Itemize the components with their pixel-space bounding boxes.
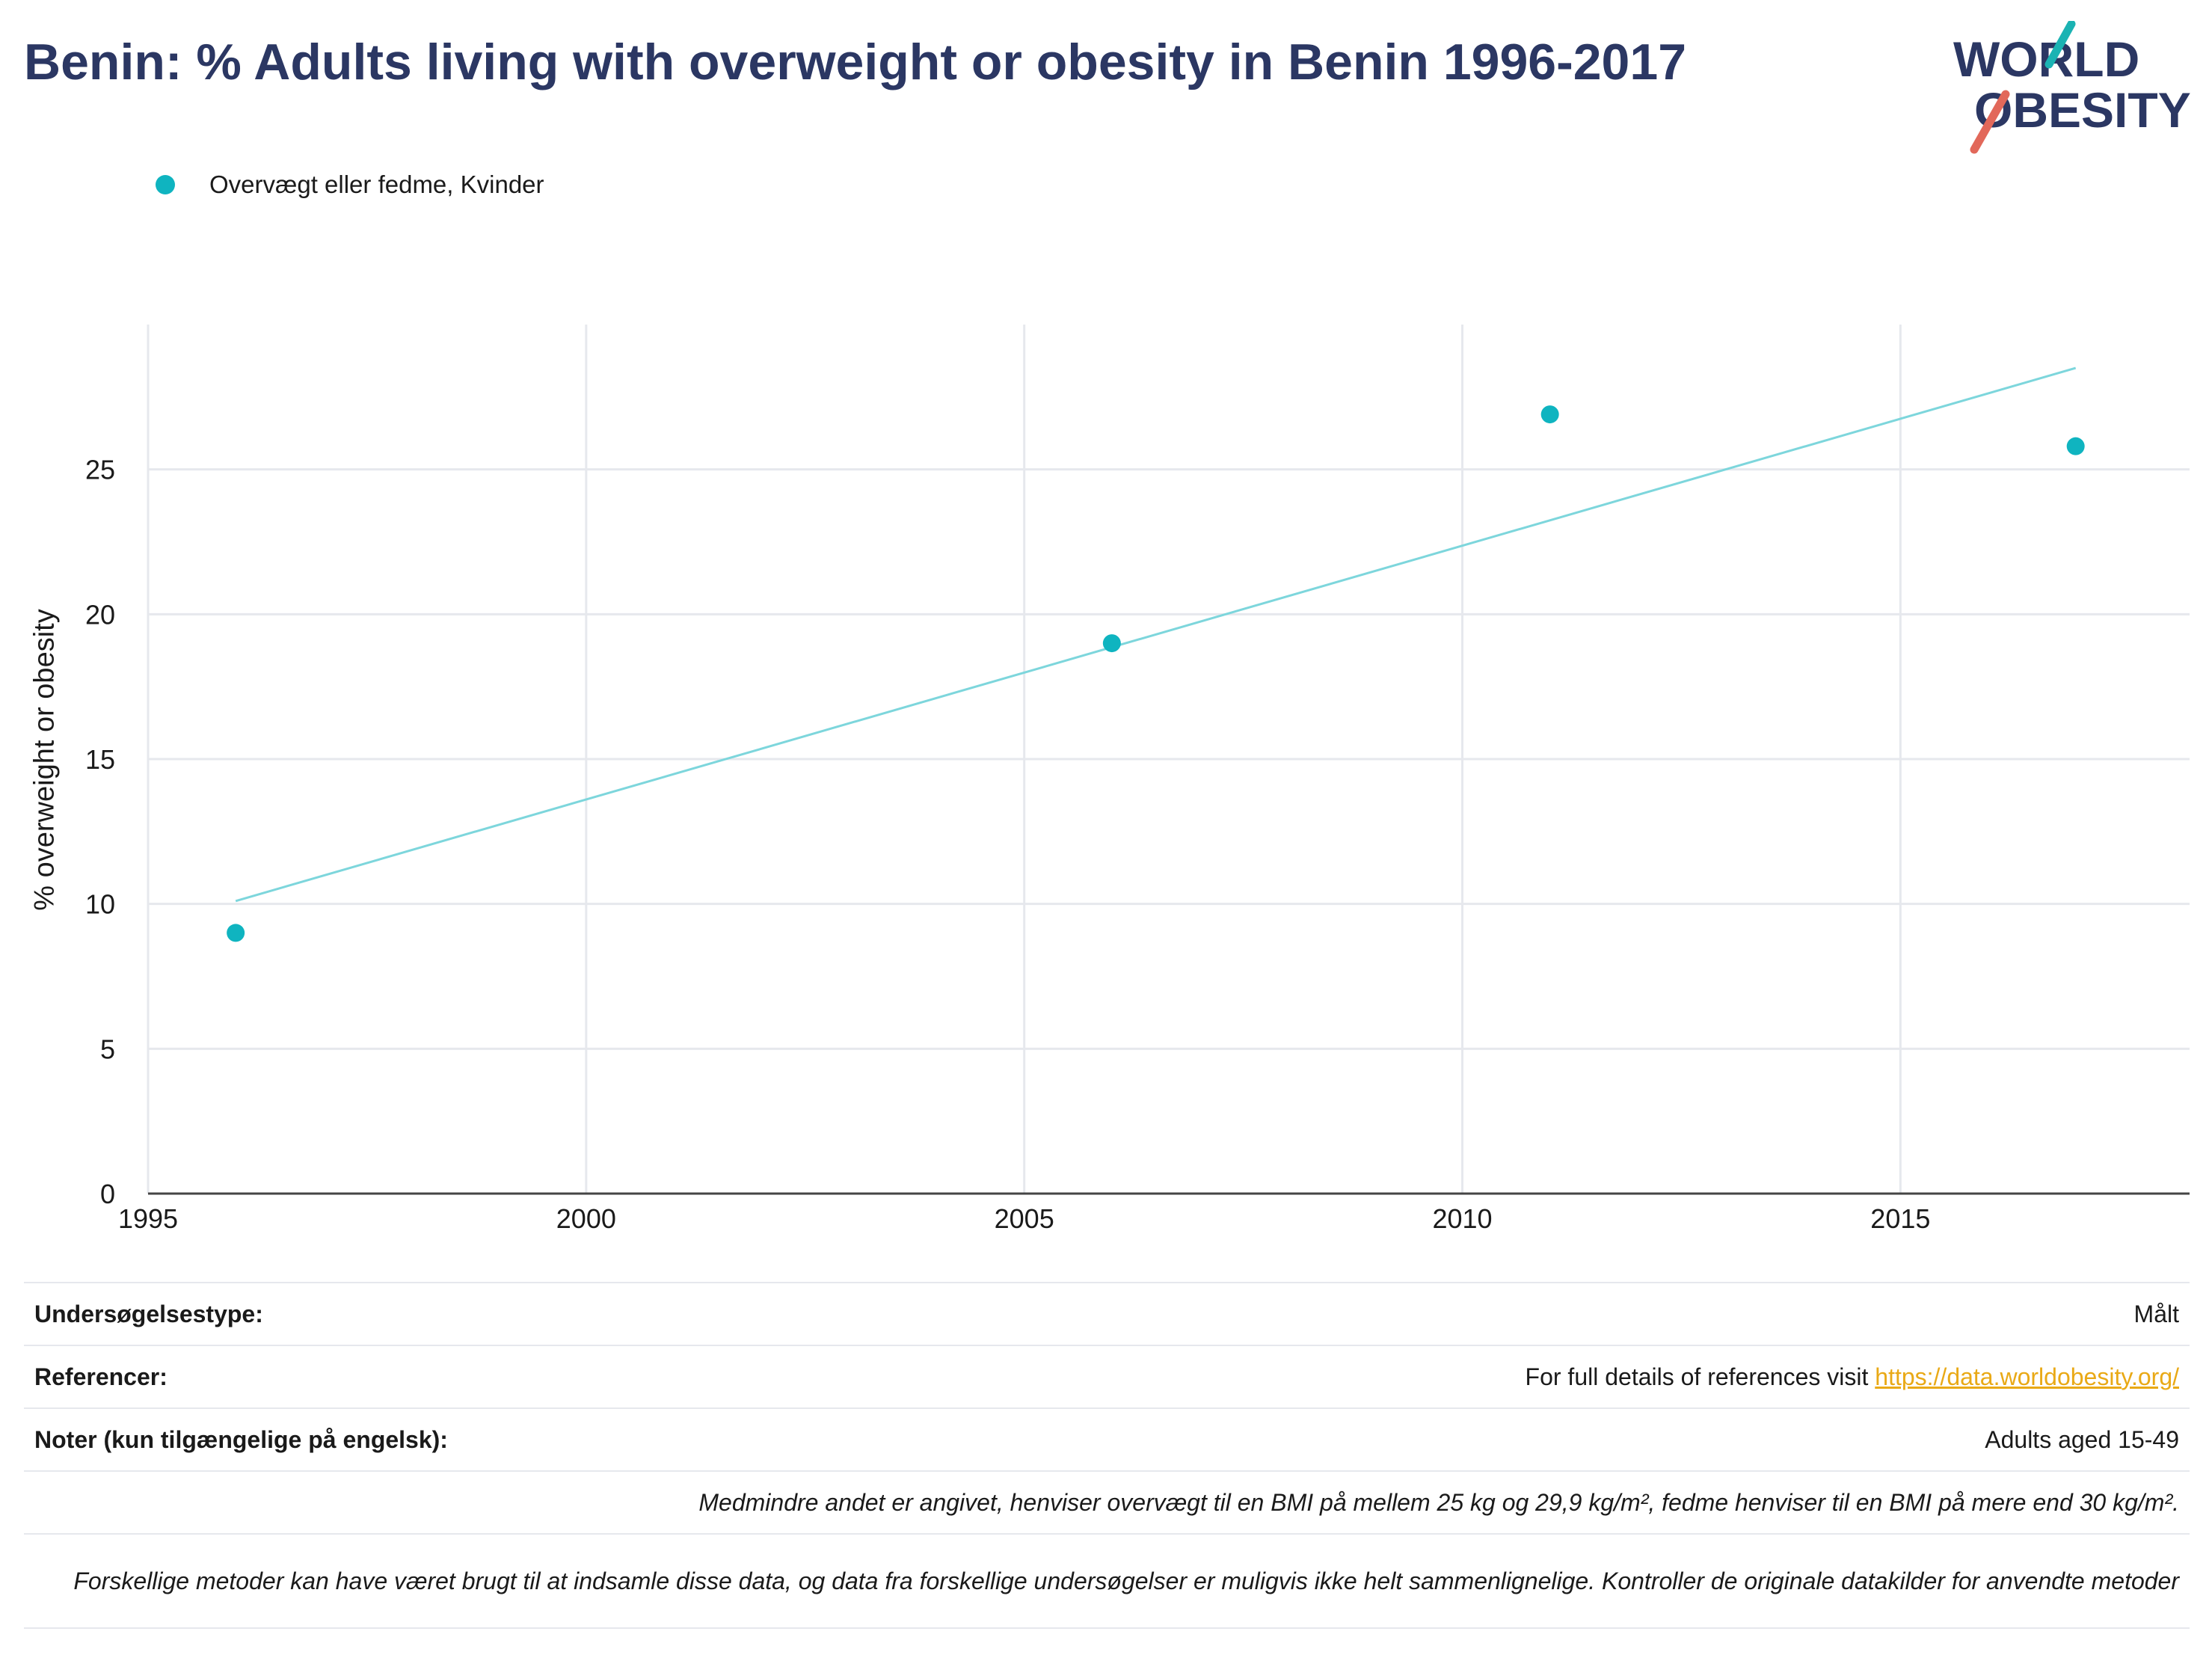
x-tick-label: 2005	[995, 1203, 1054, 1234]
logo-line2: OBESITY	[1974, 82, 2191, 138]
legend-marker	[156, 175, 175, 194]
legend[interactable]: Overvægt eller fedme, Kvinder	[156, 171, 544, 199]
logo-teal-slash	[2044, 21, 2076, 69]
data-point	[2066, 437, 2085, 455]
chart-title: Benin: % Adults living with overweight o…	[24, 34, 1687, 90]
survey-type-label: Undersøgelsestype:	[34, 1300, 263, 1327]
references-text: For full details of references visit	[1525, 1363, 1875, 1390]
references-value: For full details of references visit htt…	[1526, 1363, 2179, 1391]
info-table: Undersøgelsestype: Målt Referencer: For …	[24, 1282, 2190, 1629]
references-link[interactable]: https://data.worldobesity.org/	[1875, 1363, 2179, 1390]
info-row-definition: Medmindre andet er angivet, henviser ove…	[24, 1470, 2190, 1533]
definition-note: Medmindre andet er angivet, henviser ove…	[698, 1488, 2179, 1516]
x-tick-label: 2010	[1432, 1203, 1492, 1234]
data-point	[1102, 634, 1121, 653]
data-point	[227, 924, 245, 942]
info-row-survey-type: Undersøgelsestype: Målt	[24, 1282, 2190, 1345]
y-axis-label: % overweight or obesity	[28, 609, 61, 911]
notes-label: Noter (kun tilgængelige på engelsk):	[34, 1425, 448, 1453]
world-obesity-logo: WORLD OBESITY	[1953, 21, 2191, 154]
info-row-methods: Forskellige metoder kan have været brugt…	[24, 1533, 2190, 1629]
legend-label: Overvægt eller fedme, Kvinder	[209, 171, 544, 198]
references-label: Referencer:	[34, 1363, 168, 1390]
x-tick-label: 2015	[1870, 1203, 1930, 1234]
info-row-references: Referencer: For full details of referenc…	[24, 1345, 2190, 1407]
trend-line	[235, 366, 2077, 903]
info-row-notes: Noter (kun tilgængelige på engelsk): Adu…	[24, 1407, 2190, 1470]
logo-line1: WORLD	[1953, 31, 2139, 87]
methods-note: Forskellige metoder kan have været brugt…	[73, 1568, 2179, 1594]
x-tick-label: 2000	[556, 1203, 616, 1234]
y-tick-label: 25	[85, 455, 115, 485]
survey-type-value: Målt	[2133, 1300, 2179, 1327]
scatter-chart: 1995 2000 2005 2010 2015 0 5 10 15 20 25	[85, 325, 2190, 1234]
x-tick-label: 1995	[118, 1203, 178, 1234]
y-tick-label: 10	[85, 889, 115, 920]
y-tick-label: 0	[100, 1179, 115, 1209]
y-tick-label: 5	[100, 1034, 115, 1064]
logo-red-slash	[1970, 90, 2010, 154]
y-tick-label: 15	[85, 744, 115, 775]
data-point	[1540, 405, 1559, 424]
y-tick-label: 20	[85, 599, 115, 630]
notes-value: Adults aged 15-49	[1985, 1425, 2179, 1453]
